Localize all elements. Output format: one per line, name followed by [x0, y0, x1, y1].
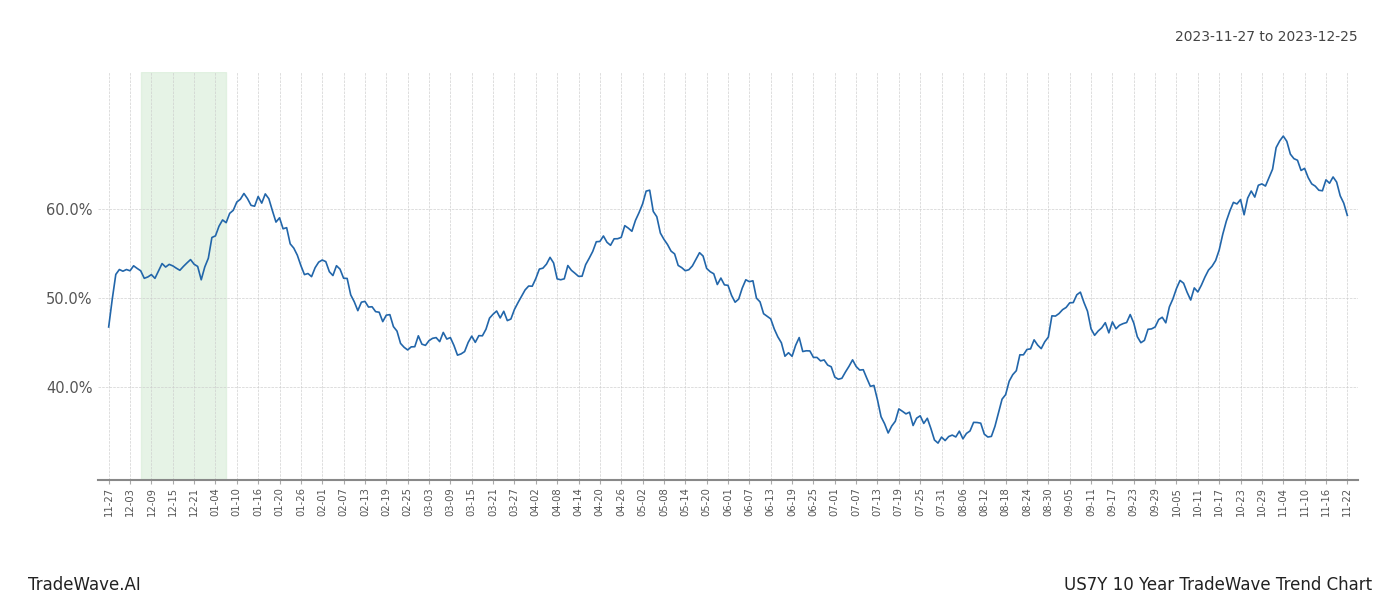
Bar — [141, 72, 227, 480]
Text: 2023-11-27 to 2023-12-25: 2023-11-27 to 2023-12-25 — [1176, 30, 1358, 44]
Text: US7Y 10 Year TradeWave Trend Chart: US7Y 10 Year TradeWave Trend Chart — [1064, 576, 1372, 594]
Text: TradeWave.AI: TradeWave.AI — [28, 576, 141, 594]
